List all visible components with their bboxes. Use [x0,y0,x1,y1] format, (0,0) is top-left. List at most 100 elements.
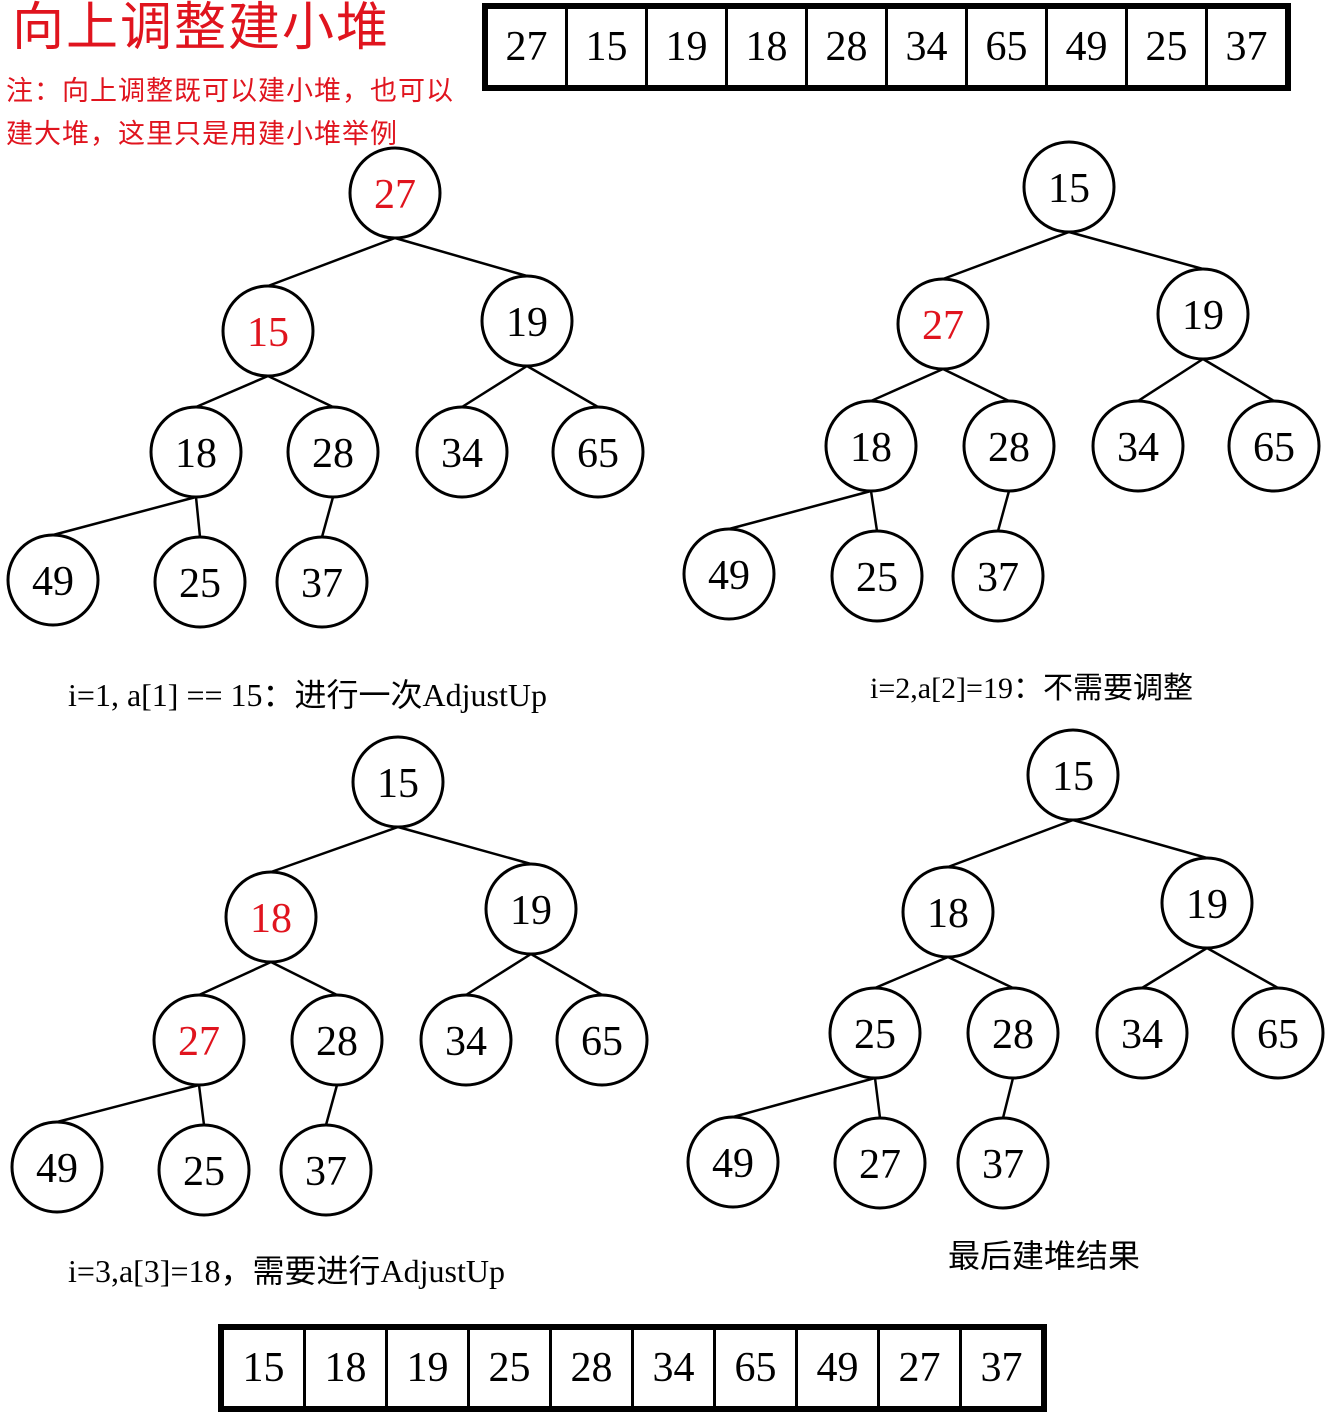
tree-edge [197,1084,206,1126]
initial-array-cell: 49 [1048,9,1125,85]
tree-node [1091,399,1185,493]
tree-node-value: 27 [859,1142,901,1188]
final-array-cell: 15 [224,1330,303,1406]
tree-node [833,1116,927,1210]
tree-edge [873,1077,882,1119]
tree-edge [267,236,396,288]
tree-edge [198,960,272,997]
tree-node [830,529,924,623]
tree-edge [1072,818,1208,860]
tree-edge [465,952,532,997]
tree-node [962,399,1056,493]
initial-array-cell: 65 [968,9,1045,85]
initial-array-cell: 37 [1208,9,1285,85]
tree-node-value: 18 [175,431,217,477]
tree-edge [1001,1077,1015,1119]
tree-edge [1202,357,1275,403]
tree-node-value: 25 [179,561,221,607]
tree-node [348,146,442,240]
tree-node [484,862,578,956]
tree-edge [1141,946,1208,990]
initial-array-cell: 25 [1128,9,1205,85]
tree-edge [942,367,1010,403]
tree-2: 15 27 19 18 28 34 65 49 25 37 [682,140,1321,623]
tree-node [221,284,315,378]
tree-edge [397,825,532,866]
tree-node [956,1116,1050,1210]
tree-node [824,399,918,493]
tree-4-caption: 最后建堆结果 [948,1237,1141,1275]
tree-node-value: 18 [250,896,292,942]
tree-edge [1068,230,1204,271]
tree-edge [394,236,528,278]
tree-node-value: 27 [374,172,416,218]
final-array: 15 18 19 25 28 34 65 49 27 37 [218,1324,1047,1412]
tree-node-value: 15 [377,761,419,807]
tree-node [1026,728,1120,822]
tree-node-value: 34 [1117,425,1159,471]
tree-edge [320,496,335,538]
final-array-cell: 27 [880,1330,959,1406]
tree-edge [869,490,879,532]
tree-2-caption: i=2,a[2]=19：不需要调整 [870,672,1193,705]
final-array-cell: 37 [962,1330,1041,1406]
tree-node-value: 34 [445,1019,487,1065]
tree-node [224,870,318,964]
initial-array-cell: 19 [648,9,725,85]
tree-edge [270,960,338,997]
tree-node [10,1120,104,1214]
tree-node-value: 25 [854,1012,896,1058]
tree-node-value: 19 [1186,882,1228,928]
tree-node [1231,986,1325,1080]
tree-node [901,865,995,959]
tree-node-value: 15 [1048,166,1090,212]
tree-3-caption: i=3,a[3]=18，需要进行AdjustUp [68,1253,505,1289]
initial-array-cell: 15 [568,9,645,85]
tree-edge [728,489,872,531]
tree-node-value: 49 [712,1141,754,1187]
tree-node-value: 34 [1121,1012,1163,1058]
tree-edge [1206,946,1279,990]
tree-node [1156,267,1250,361]
tree-node-value: 28 [988,425,1030,471]
tree-node-value: 19 [1182,293,1224,339]
tree-edge [461,364,528,409]
tree-node-value: 65 [581,1019,623,1065]
tree-node-value: 19 [510,888,552,934]
tree-node [149,405,243,499]
tree-node-value: 37 [305,1149,347,1195]
tree-node-value: 27 [922,303,964,349]
tree-3: 15 18 19 27 28 34 65 49 25 37 [10,735,649,1217]
tree-node-value: 15 [247,310,289,356]
initial-array-cell: 28 [808,9,885,85]
tree-edge [194,496,202,538]
tree-edge [947,955,1014,990]
tree-edge [530,952,603,997]
tree-node-value: 27 [178,1019,220,1065]
tree-node [951,529,1045,623]
tree-node [6,533,100,627]
tree-1: 27 15 19 18 28 34 65 49 25 37 [6,146,645,629]
tree-node [1022,140,1116,234]
tree-node-value: 28 [316,1019,358,1065]
tree-edge [874,955,949,990]
tree-node-value: 28 [312,431,354,477]
tree-node [286,405,380,499]
final-array-cell: 25 [470,1330,549,1406]
tree-node-value: 37 [977,555,1019,601]
tree-node [152,993,246,1087]
tree-node-value: 25 [856,555,898,601]
tree-node-value: 37 [301,561,343,607]
tree-node [275,535,369,629]
tree-node-value: 49 [36,1146,78,1192]
tree-node [966,986,1060,1080]
final-array-cell: 28 [552,1330,631,1406]
final-array-cell: 34 [634,1330,713,1406]
tree-node-value: 18 [850,425,892,471]
initial-array-cell: 34 [888,9,965,85]
tree-node [555,993,649,1087]
tree-edge [947,818,1074,869]
tree-node [682,527,776,621]
tree-edge [870,367,944,403]
